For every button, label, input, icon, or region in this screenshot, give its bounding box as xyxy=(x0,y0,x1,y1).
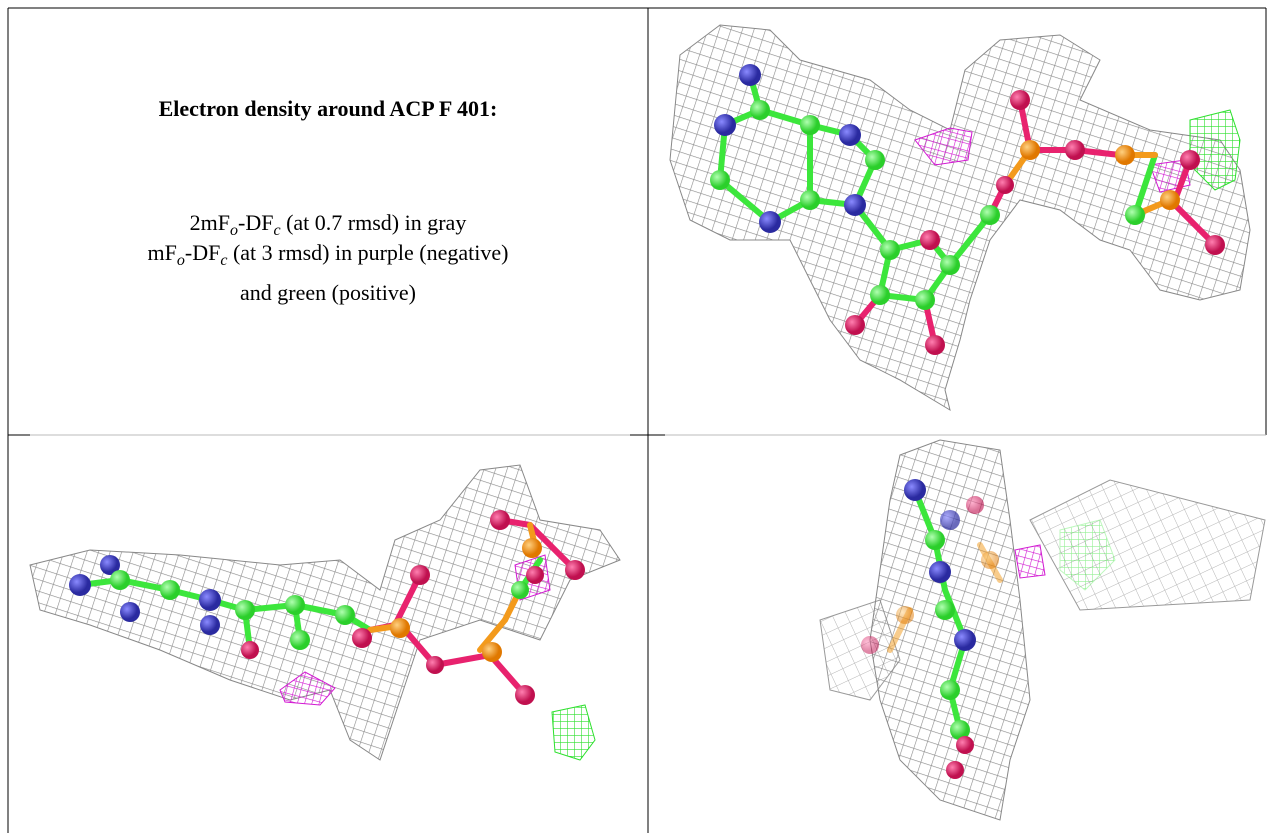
caption-text: (at 0.7 rmsd) in gray xyxy=(281,210,467,235)
caption-text: (at 3 rmsd) in purple (negative) xyxy=(227,240,508,265)
caption-text: c xyxy=(273,222,280,239)
caption-line: 2mFo-DFc (at 0.7 rmsd) in gray xyxy=(190,210,467,239)
caption-text: o xyxy=(177,252,185,269)
caption-text: -DF xyxy=(238,210,273,235)
caption-text: 2mF xyxy=(190,210,230,235)
caption-text: -DF xyxy=(185,240,220,265)
density-view-top xyxy=(670,25,1250,410)
caption-text: mF xyxy=(148,240,177,265)
figure: Electron density around ACP F 401: 2mFo-… xyxy=(0,0,1273,833)
caption-line: and green (positive) xyxy=(240,280,416,305)
density-view-end xyxy=(820,440,1265,820)
caption-line: mFo-DFc (at 3 rmsd) in purple (negative) xyxy=(148,240,509,269)
caption-text: c xyxy=(220,252,227,269)
caption-text: o xyxy=(230,222,238,239)
caption-text: and green (positive) xyxy=(240,280,416,305)
density-view-side xyxy=(30,465,620,760)
caption-title: Electron density around ACP F 401: xyxy=(159,96,498,121)
